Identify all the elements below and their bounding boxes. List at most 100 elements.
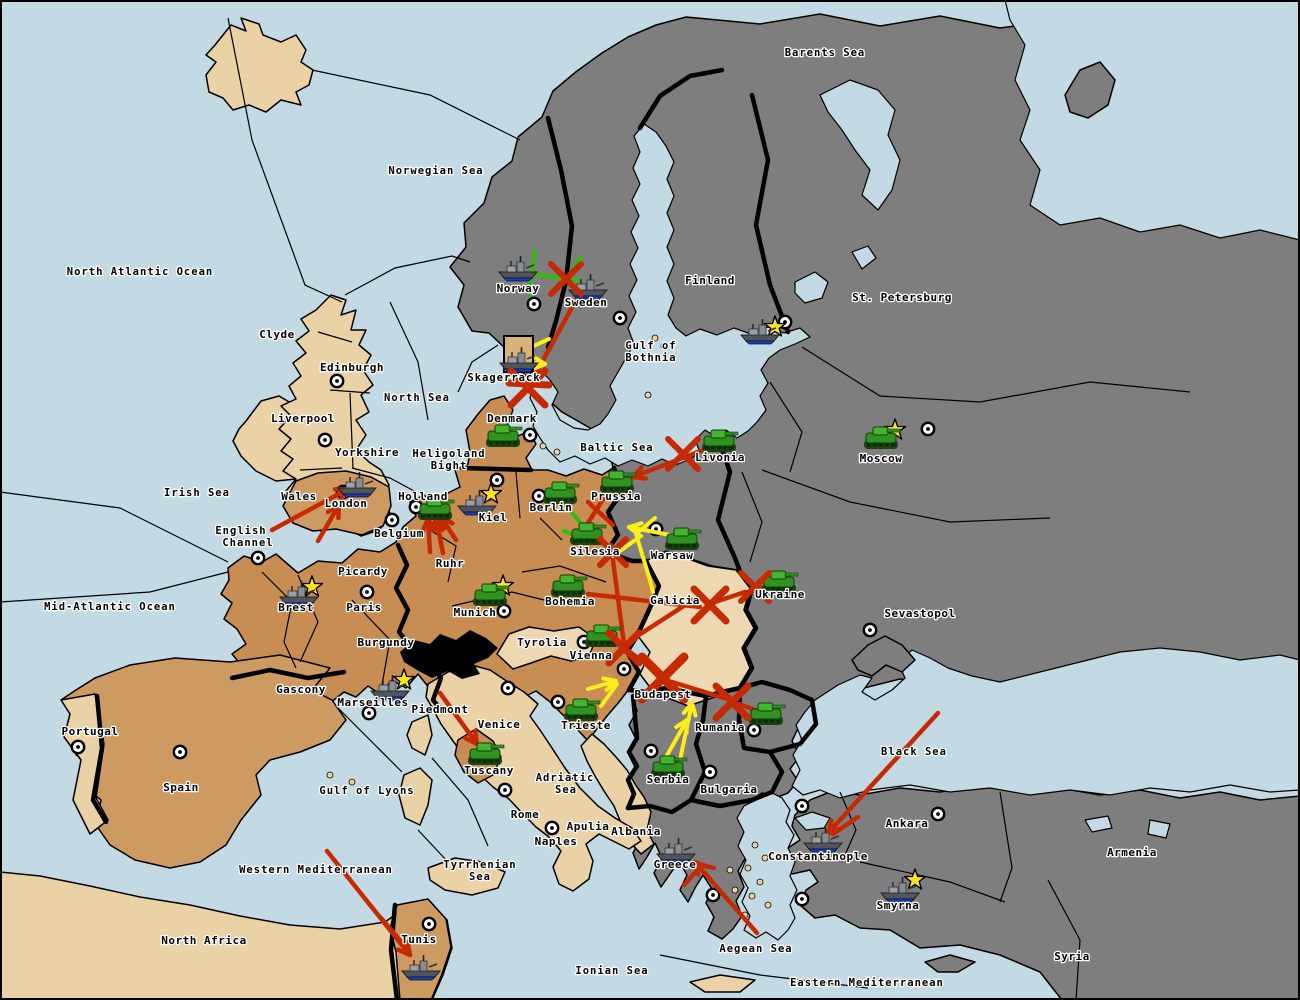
province-line [351, 599, 391, 697]
supply-center-dot [622, 667, 626, 671]
national-border [625, 693, 640, 811]
ship-waterline [745, 340, 775, 345]
ship-deckhouse [465, 499, 476, 507]
army-unit-moscow[interactable] [864, 426, 901, 449]
supply-center-marker [384, 512, 400, 528]
red-order-arrow [437, 690, 480, 747]
region-sea-of-marmara [794, 811, 831, 831]
island-dot [651, 334, 659, 342]
national-border [688, 749, 785, 809]
tank-turret [476, 742, 493, 752]
tank-barrel [565, 483, 580, 488]
red-order-arrow [608, 542, 627, 647]
supply-center-dot [427, 922, 431, 926]
territory-label-gascony: Gascony [276, 683, 326, 696]
x-stroke [712, 682, 752, 722]
army-unit-bohemia[interactable] [551, 574, 588, 597]
x-stroke [597, 536, 629, 568]
province-line [457, 344, 499, 393]
ship-bridge [516, 261, 525, 273]
sea-label-north-atlantic-ocean: North Atlantic Ocean [67, 266, 213, 278]
fleet-unit-marseilles[interactable] [369, 675, 411, 701]
army-unit-rumania[interactable] [749, 702, 786, 725]
army-unit-tuscany[interactable] [468, 742, 505, 765]
region-barents-corner [1004, 0, 1300, 241]
province-line [761, 469, 1051, 523]
supply-center-dot [414, 505, 418, 509]
ship-bridge [355, 477, 364, 489]
territory-label-serbia: Serbia [647, 773, 690, 786]
x-stroke [738, 570, 772, 604]
region-lake-ladoga [794, 271, 829, 304]
army-unit-prussia[interactable] [600, 470, 637, 493]
sea-label-skagerrack: Skagerrack [467, 372, 540, 384]
fleet-unit-st-petersburg[interactable] [739, 319, 781, 345]
island-dot [644, 391, 652, 399]
army-unit-silesia[interactable] [570, 522, 607, 545]
national-border [749, 92, 791, 335]
region-tyrolia [496, 626, 597, 670]
territory-label-apulia: Apulia [567, 820, 610, 833]
supply-center-dot [335, 379, 339, 383]
army-unit-serbia[interactable] [651, 755, 688, 778]
ship-gun [526, 355, 536, 360]
red-order-arrow [585, 499, 616, 528]
region-iceland [205, 17, 314, 113]
arrow-shaft [437, 690, 480, 747]
ship-deckhouse [811, 836, 822, 844]
province-line [839, 791, 857, 863]
army-unit-berlin[interactable] [543, 481, 580, 504]
sea-label-ionian-sea: Ionian Sea [575, 965, 648, 977]
territory-label-piedmont: Piedmont [412, 703, 469, 716]
tank-turret [578, 522, 595, 532]
arrow-shaft [825, 710, 941, 836]
ship-deckhouse [345, 481, 356, 489]
supply-center-dot [926, 427, 930, 431]
x-stroke [637, 652, 689, 704]
arrow-shaft [830, 814, 861, 837]
fleet-unit-constantinople[interactable] [802, 827, 844, 853]
tank-barrel [586, 700, 601, 705]
fleet-unit-london[interactable] [336, 472, 378, 498]
army-unit-trieste[interactable] [564, 698, 601, 721]
province-line [311, 69, 521, 141]
fleet-unit-tunis[interactable] [400, 955, 442, 981]
province-line [859, 861, 1006, 903]
army-unit-munich[interactable] [473, 583, 510, 606]
tank-barrel [607, 626, 622, 631]
fleet-unit-kiel[interactable] [456, 490, 498, 516]
province-line [344, 255, 471, 296]
red-order-arrow [695, 861, 717, 871]
army-unit-holland[interactable] [418, 497, 455, 520]
fleet-unit-brest[interactable] [278, 581, 320, 607]
army-unit-denmark[interactable] [486, 424, 523, 447]
supply-center-dot [936, 812, 940, 816]
fleet-unit-smyrna[interactable] [879, 877, 921, 903]
arrow-head [336, 502, 342, 521]
army-unit-ukraine[interactable] [762, 570, 799, 593]
home-star-icon [763, 315, 787, 337]
army-unit-livonia[interactable] [702, 429, 739, 452]
ship-bridge [674, 843, 683, 855]
army-unit-warsaw[interactable] [665, 527, 702, 550]
territory-label-silesia: Silesia [570, 545, 620, 558]
fleet-unit-skagerrack[interactable] [498, 335, 540, 373]
supply-center-marker [359, 584, 375, 600]
sea-label-gulf-of: Gulf of [625, 340, 676, 352]
red-order-arrow [378, 915, 411, 953]
tank-barrel [724, 431, 739, 436]
supply-center-dot [537, 494, 541, 498]
province-line [0, 571, 229, 603]
territory-label-constantinople: Constantinople [768, 850, 868, 863]
province-line [317, 331, 353, 343]
arrow-shaft [425, 516, 433, 555]
region-black-sea [791, 647, 1300, 799]
ship-deckhouse [506, 265, 517, 273]
territory-label-rome: Rome [511, 808, 540, 821]
tank-barrel [573, 576, 588, 581]
fleet-unit-norway[interactable] [497, 256, 539, 282]
sea-label-channel: Channel [222, 537, 273, 549]
supply-center-dot [365, 590, 369, 594]
fleet-unit-greece[interactable] [655, 838, 697, 864]
